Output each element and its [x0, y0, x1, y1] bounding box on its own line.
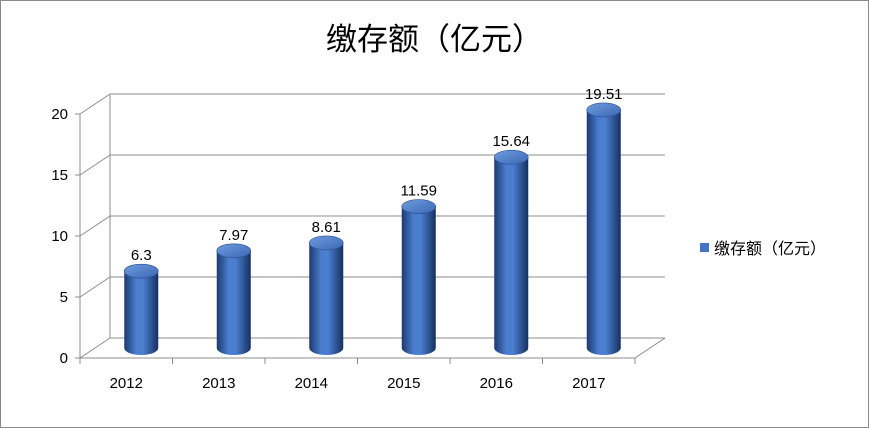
bar [123, 263, 159, 355]
bar-cap [401, 199, 437, 214]
bar-cap [586, 102, 622, 118]
data-label: 19.51 [585, 86, 623, 103]
gridline-depth [79, 154, 111, 176]
bar-body [216, 250, 251, 355]
data-label: 6.3 [131, 247, 152, 264]
bar-cap [216, 243, 252, 259]
gridline-depth [79, 215, 111, 237]
x-tick-label: 2014 [295, 375, 328, 392]
bar-body [124, 271, 159, 355]
chart-title: 缴存额（亿元） [326, 22, 543, 58]
x-tick-label: 2013 [202, 375, 235, 392]
data-label: 11.59 [401, 183, 437, 200]
legend-swatch [700, 242, 709, 252]
bar [493, 149, 529, 355]
bar-body [401, 206, 436, 355]
bar-body [494, 157, 529, 355]
legend: 缴存额（亿元） [700, 235, 826, 259]
bar-cap [308, 235, 344, 251]
x-tick-label: 2012 [110, 375, 143, 392]
y-tick-label: 0 [60, 350, 68, 367]
bar [308, 235, 344, 355]
x-tick-label: 2017 [572, 375, 605, 392]
bar-body [586, 109, 621, 355]
bar [216, 243, 252, 355]
data-label: 7.97 [219, 227, 248, 244]
bar-cap [123, 263, 159, 279]
bar-body [309, 242, 344, 355]
gridline-depth [79, 276, 111, 298]
y-tick-label: 10 [51, 228, 68, 245]
bar [586, 102, 622, 355]
data-label: 15.64 [492, 133, 530, 150]
y-tick-label: 5 [60, 289, 68, 306]
bar-cap [493, 149, 529, 165]
gridline-depth [79, 337, 111, 359]
y-tick-label: 15 [51, 167, 68, 184]
bar [401, 199, 437, 355]
gridline-depth [79, 93, 111, 115]
legend-label: 缴存额（亿元） [714, 239, 827, 258]
x-tick-label: 2015 [387, 375, 420, 392]
x-tick-label: 2016 [480, 375, 513, 392]
y-tick-label: 20 [51, 106, 68, 123]
data-label: 8.61 [312, 219, 341, 236]
floor-edge [634, 337, 666, 359]
